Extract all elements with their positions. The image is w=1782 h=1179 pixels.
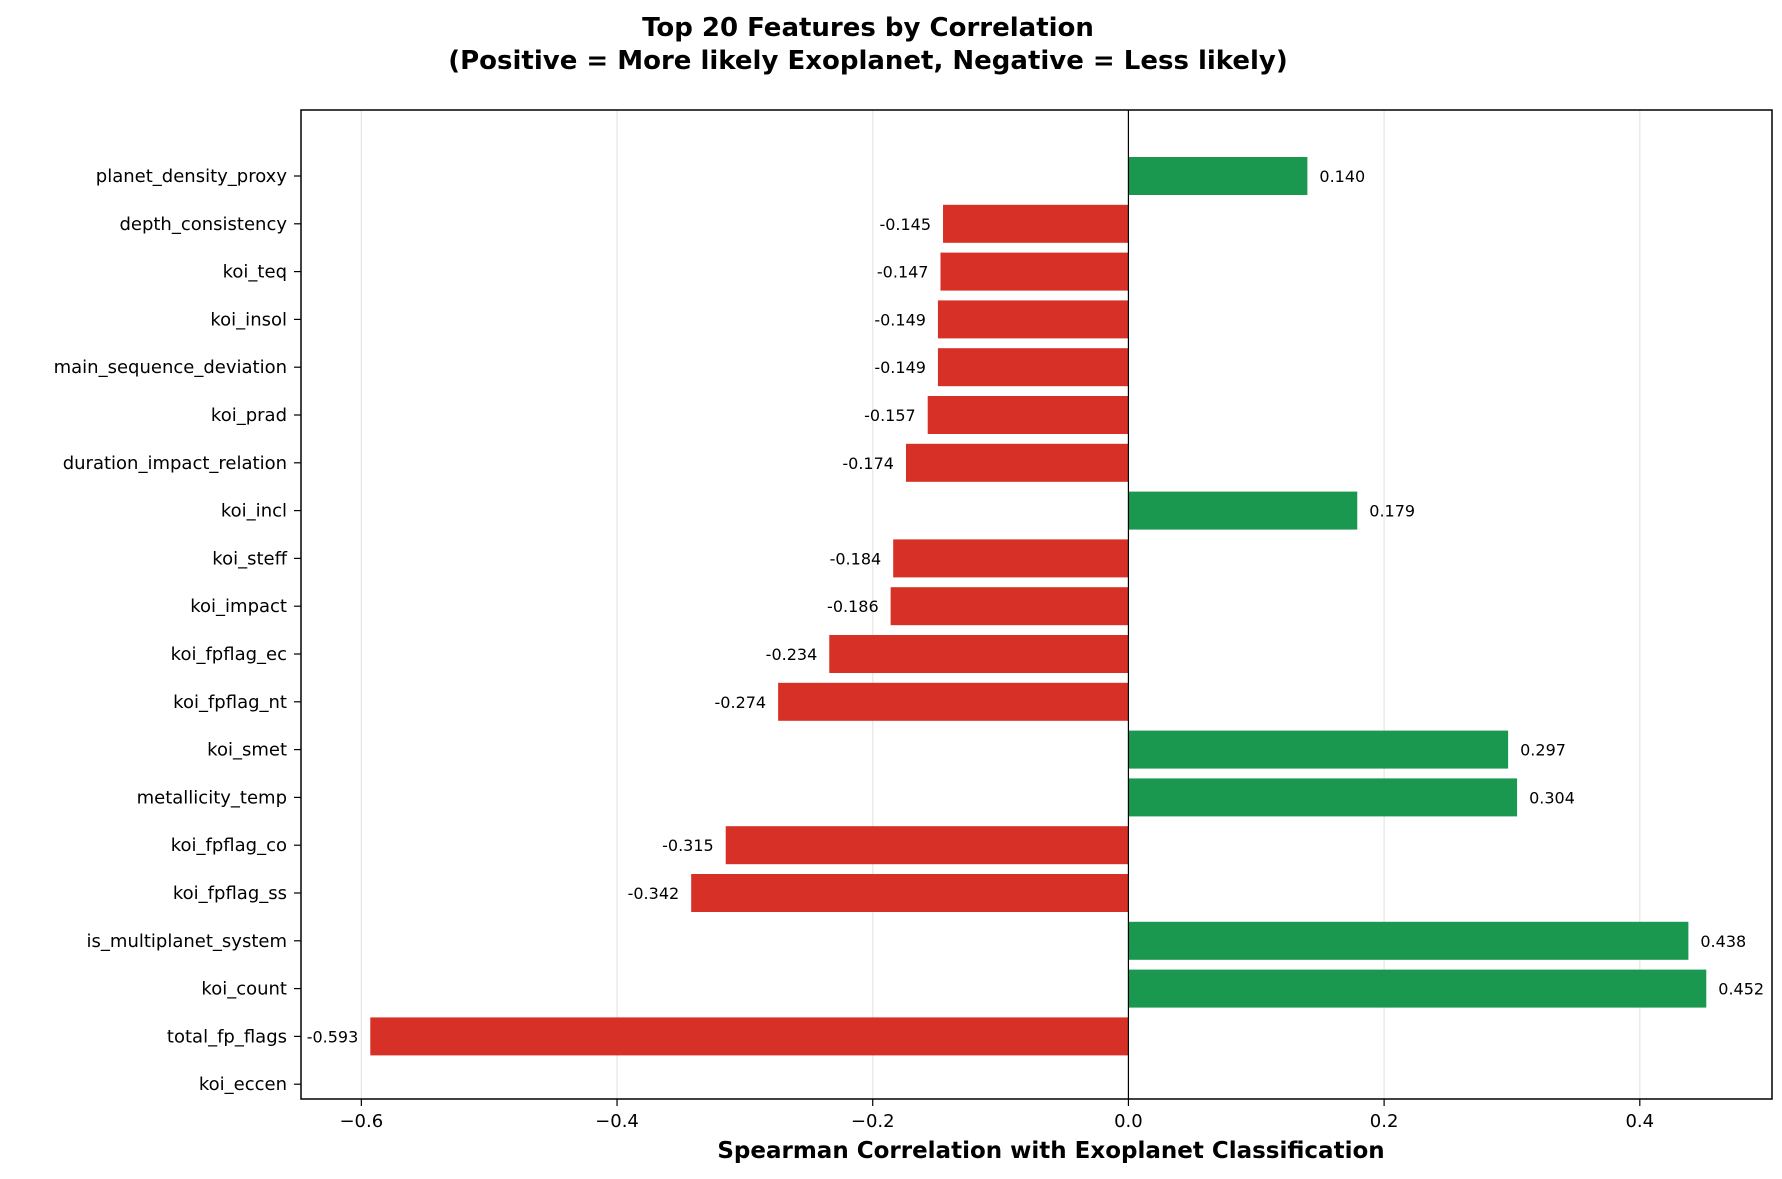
bar-value-label: -0.234 <box>766 645 818 664</box>
chart-title-line2: (Positive = More likely Exoplanet, Negat… <box>448 46 1288 76</box>
chart-title-line1: Top 20 Features by Correlation <box>642 13 1094 43</box>
bar <box>937 300 1129 339</box>
bar-value-label: 0.179 <box>1369 502 1415 521</box>
bar <box>927 396 1129 434</box>
bar <box>1128 778 1518 817</box>
y-tick-label: koi_impact <box>190 596 287 617</box>
y-tick-label: koi_count <box>201 979 287 1000</box>
y-tick-label: koi_smet <box>207 740 287 761</box>
x-tick-label: −0.2 <box>851 1111 895 1132</box>
y-tick-label: depth_consistency <box>119 214 287 235</box>
bar-value-label: -0.147 <box>877 263 929 282</box>
bar <box>1128 921 1689 960</box>
bar <box>937 348 1129 387</box>
bar-value-label: -0.149 <box>874 310 926 329</box>
bar-value-label: 0.438 <box>1700 932 1746 951</box>
bar <box>890 587 1129 626</box>
y-tick-label: duration_impact_relation <box>63 453 287 474</box>
y-tick-label: koi_insol <box>210 309 287 330</box>
bar <box>691 874 1129 912</box>
bar <box>1128 491 1358 530</box>
y-tick-label: koi_fpflag_ec <box>171 644 287 665</box>
bar-value-labels: 0.140 -0.145 -0.147 -0.149 -0.149 -0.157 -0.17… <box>307 167 1764 1046</box>
y-axis-ticks: planet_density_proxy depth_consistencykoi… <box>54 166 301 1095</box>
y-tick-label: koi_fpflag_nt <box>173 692 287 713</box>
bar-value-label: -0.593 <box>307 1027 359 1046</box>
bar <box>370 1017 1129 1056</box>
bar <box>905 443 1129 482</box>
bar-value-label: 0.297 <box>1520 741 1566 760</box>
bar-value-label: -0.315 <box>662 836 714 855</box>
x-tick-label: −0.6 <box>339 1111 383 1132</box>
bar-value-label: -0.145 <box>879 215 931 234</box>
y-tick-label: main_sequence_deviation <box>54 357 287 378</box>
bar <box>778 682 1129 721</box>
x-axis-ticks: −0.6 −0.4 −0.2 0.0 0.2 0.4 <box>339 1099 1654 1132</box>
y-tick-label: planet_density_proxy <box>96 166 288 187</box>
bar-value-label: 0.452 <box>1718 980 1764 999</box>
bar <box>943 204 1129 243</box>
bar-value-label: 0.140 <box>1319 167 1365 186</box>
y-tick-label: is_multiplanet_system <box>87 931 287 952</box>
bar-value-label: -0.274 <box>715 693 767 712</box>
y-tick-label: koi_eccen <box>199 1074 287 1095</box>
bar <box>1128 730 1509 769</box>
x-tick-label: 0.2 <box>1370 1111 1399 1132</box>
bar-value-label: -0.149 <box>874 358 926 377</box>
bar-value-label: -0.342 <box>628 884 680 903</box>
y-tick-label: koi_incl <box>221 501 287 522</box>
bar-value-label: -0.174 <box>842 454 894 473</box>
bar <box>940 252 1129 291</box>
bar-value-label: -0.157 <box>864 406 916 425</box>
y-tick-label: total_fp_flags <box>167 1026 287 1047</box>
bar <box>1128 157 1308 195</box>
bar-value-label: 0.304 <box>1529 788 1575 807</box>
bars <box>370 157 1707 1056</box>
x-tick-label: 0.0 <box>1114 1111 1143 1132</box>
y-tick-label: koi_prad <box>211 405 287 426</box>
y-tick-label: koi_teq <box>223 262 287 283</box>
y-tick-label: metallicity_temp <box>137 787 287 808</box>
plot-frame <box>300 109 1773 1100</box>
y-tick-label: koi_fpflag_co <box>171 835 287 856</box>
bar <box>1128 969 1707 1008</box>
bar <box>725 826 1129 865</box>
y-tick-label: koi_steff <box>212 548 287 569</box>
bar-value-label: -0.184 <box>830 549 882 568</box>
bar <box>893 539 1129 578</box>
x-tick-label: −0.4 <box>595 1111 639 1132</box>
y-tick-label: koi_fpflag_ss <box>173 883 287 904</box>
bar <box>829 635 1129 673</box>
x-tick-label: 0.4 <box>1625 1111 1654 1132</box>
bar-value-label: -0.186 <box>827 597 879 616</box>
x-axis-label: Spearman Correlation with Exoplanet Clas… <box>717 1138 1384 1164</box>
